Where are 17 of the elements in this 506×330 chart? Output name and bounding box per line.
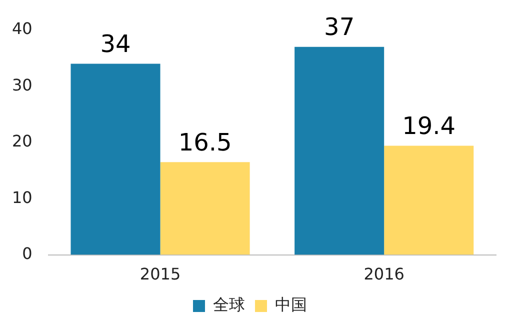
y-tick-label: 0	[22, 244, 32, 263]
bar	[384, 146, 474, 255]
y-tick-label: 10	[12, 188, 32, 207]
data-label: 34	[100, 30, 131, 58]
legend-label: 中国	[275, 295, 307, 314]
bar	[294, 46, 384, 255]
bar	[160, 162, 250, 255]
y-tick-label: 30	[12, 75, 32, 94]
x-tick-label: 2015	[140, 264, 181, 284]
data-label: 19.4	[402, 112, 456, 140]
data-label: 16.5	[178, 128, 232, 156]
x-tick-label: 2016	[364, 264, 404, 284]
legend-label: 全球	[213, 295, 245, 314]
y-tick-label: 20	[12, 132, 32, 151]
y-tick-label: 40	[12, 19, 32, 38]
data-label: 37	[324, 13, 355, 42]
bar	[70, 64, 160, 255]
